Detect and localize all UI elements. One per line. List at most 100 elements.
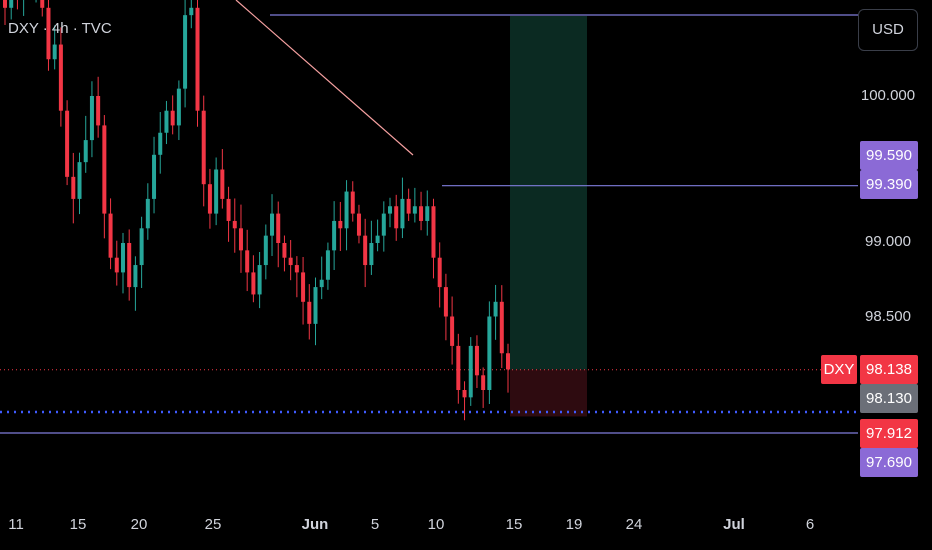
candles bbox=[3, 0, 510, 421]
symbol-tag: DXY bbox=[821, 355, 857, 384]
x-tick-label: 5 bbox=[370, 516, 380, 533]
candle-body bbox=[145, 198, 150, 229]
candle-body bbox=[394, 206, 399, 229]
reward-zone bbox=[510, 16, 587, 370]
y-tick-label: 100.000 bbox=[860, 87, 916, 104]
candle-body bbox=[214, 169, 219, 214]
price-tag-red-level[interactable]: 97.912 bbox=[860, 419, 918, 448]
x-tick-label: 10 bbox=[427, 516, 445, 533]
candle-body bbox=[406, 198, 411, 214]
candle-body bbox=[170, 110, 175, 126]
candle-body bbox=[120, 243, 125, 273]
position-zones bbox=[510, 16, 587, 417]
x-tick-label: 6 bbox=[805, 516, 815, 533]
x-tick-label: 15 bbox=[69, 516, 87, 533]
candle-body bbox=[40, 0, 45, 8]
candle-body bbox=[487, 316, 492, 390]
candle-body bbox=[77, 162, 82, 199]
candle-body bbox=[499, 301, 504, 354]
candle-body bbox=[294, 265, 299, 273]
candle-body bbox=[114, 257, 119, 273]
candle-body bbox=[158, 132, 163, 155]
candle-body bbox=[431, 206, 436, 258]
candle-body bbox=[450, 316, 455, 346]
currency-button[interactable]: USD bbox=[858, 9, 918, 51]
candle-body bbox=[71, 176, 76, 199]
candle-body bbox=[176, 88, 181, 126]
candle-body bbox=[350, 191, 355, 214]
x-tick-label: 19 bbox=[565, 516, 583, 533]
candle-body bbox=[425, 206, 430, 221]
trendline bbox=[235, 0, 414, 156]
candle-body bbox=[493, 301, 498, 317]
candle-body bbox=[481, 375, 486, 390]
candle-body bbox=[344, 191, 349, 229]
chart-title: DXY · 4h · TVC bbox=[8, 20, 112, 37]
candle-body bbox=[388, 206, 393, 214]
candle-body bbox=[201, 110, 206, 185]
candle-body bbox=[102, 125, 107, 214]
candle-body bbox=[338, 220, 343, 229]
candle-body bbox=[83, 140, 88, 163]
x-tick-label: 15 bbox=[505, 516, 523, 533]
candle-body bbox=[207, 184, 212, 214]
x-tick-label: 20 bbox=[130, 516, 148, 533]
candle-body bbox=[3, 0, 7, 8]
descending-trendline bbox=[235, 0, 414, 156]
candle-body bbox=[462, 390, 467, 398]
candle-body bbox=[96, 96, 101, 126]
candle-body bbox=[276, 213, 281, 243]
candle-body bbox=[443, 287, 448, 317]
candle-body bbox=[133, 265, 138, 288]
x-tick-label: 24 bbox=[625, 516, 643, 533]
candle-body bbox=[356, 213, 361, 236]
candle-body bbox=[65, 110, 70, 177]
candle-body bbox=[232, 220, 237, 229]
candle-body bbox=[183, 15, 188, 89]
candle-body bbox=[375, 235, 380, 243]
candle-body bbox=[270, 213, 275, 236]
candle-body bbox=[139, 228, 144, 266]
candle-body bbox=[195, 7, 200, 111]
candle-body bbox=[468, 345, 473, 398]
candle-body bbox=[9, 0, 14, 8]
y-tick-label: 99.000 bbox=[865, 233, 911, 250]
candle-body bbox=[52, 44, 57, 60]
candle-body bbox=[325, 250, 330, 280]
candle-body bbox=[189, 7, 194, 16]
price-tag-lower-level[interactable]: 97.690 bbox=[860, 448, 918, 477]
candle-body bbox=[456, 345, 461, 390]
candle-body bbox=[412, 206, 417, 214]
candle-body bbox=[152, 154, 157, 199]
candle-body bbox=[238, 228, 243, 251]
candle-body bbox=[251, 272, 256, 295]
candle-body bbox=[369, 243, 374, 266]
x-tick-label: 11 bbox=[8, 516, 24, 533]
price-tag-second-level[interactable]: 99.390 bbox=[860, 170, 918, 199]
price-tag-gray-level: 98.130 bbox=[860, 384, 918, 413]
candle-body bbox=[332, 220, 337, 251]
candle-body bbox=[319, 279, 324, 288]
candle-body bbox=[220, 169, 225, 199]
candle-body bbox=[474, 345, 479, 376]
risk-zone bbox=[510, 369, 587, 417]
candle-body bbox=[400, 198, 405, 229]
candle-body bbox=[245, 250, 250, 273]
candle-body bbox=[263, 235, 268, 266]
candle-body bbox=[89, 96, 94, 141]
candle-body bbox=[288, 257, 293, 266]
x-tick-label: Jul bbox=[723, 516, 745, 533]
candle-body bbox=[108, 213, 113, 258]
price-tag-upper-level[interactable]: 99.590 bbox=[860, 141, 918, 170]
candle-body bbox=[363, 235, 368, 266]
candle-body bbox=[127, 243, 132, 288]
candle-body bbox=[419, 206, 424, 221]
candle-body bbox=[313, 287, 318, 324]
candle-body bbox=[58, 44, 63, 111]
candle-body bbox=[226, 198, 231, 221]
x-tick-label: Jun bbox=[301, 516, 329, 533]
candle-body bbox=[164, 110, 169, 133]
candle-body bbox=[437, 257, 442, 288]
